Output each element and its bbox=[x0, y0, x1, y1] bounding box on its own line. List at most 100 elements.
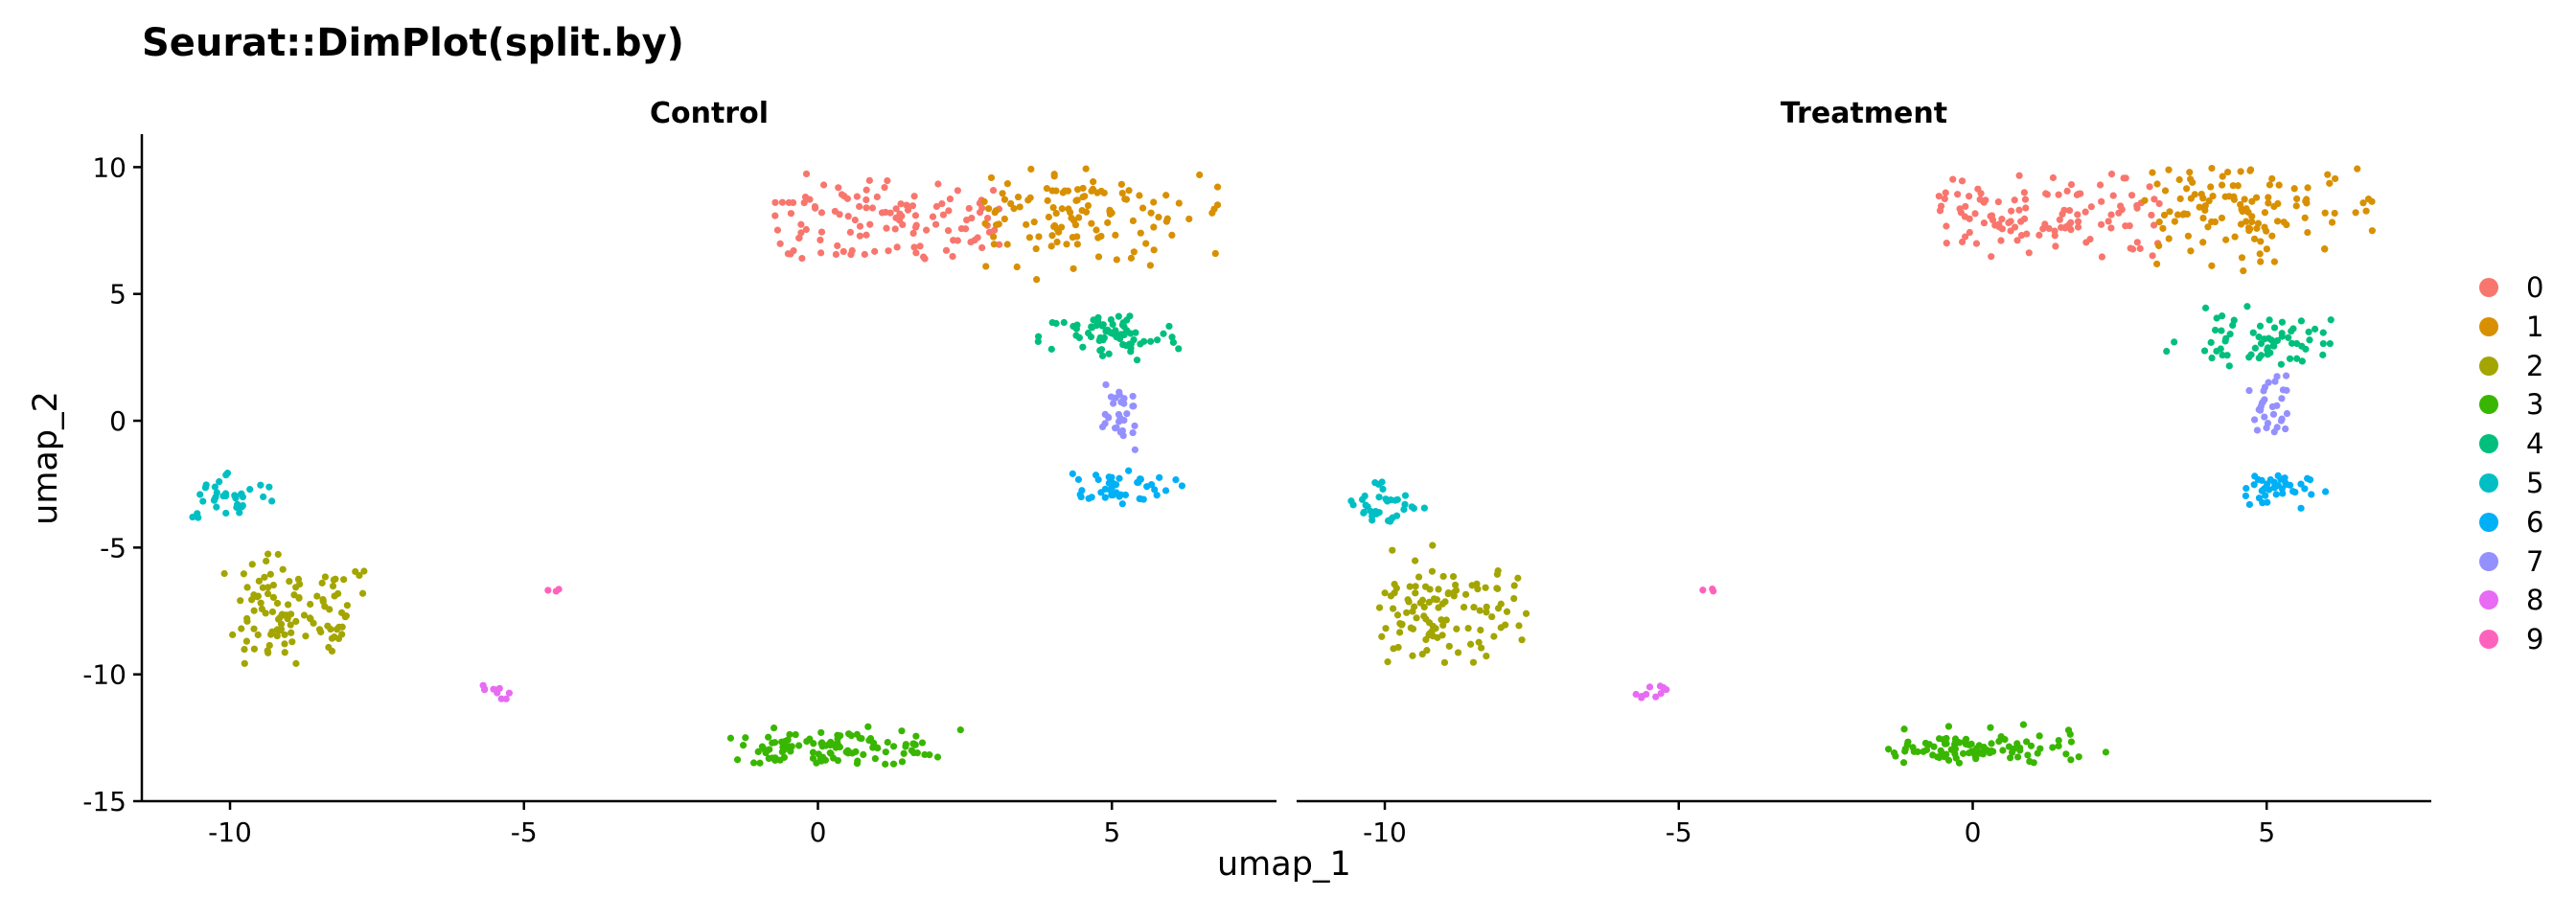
data-point bbox=[1442, 616, 1450, 624]
data-point bbox=[1425, 598, 1433, 606]
data-point bbox=[2133, 201, 2141, 210]
data-point bbox=[1101, 494, 1109, 501]
data-point bbox=[2261, 413, 2268, 421]
data-point bbox=[243, 614, 251, 623]
data-point bbox=[269, 581, 277, 589]
data-point bbox=[2301, 214, 2309, 221]
x-tick-label: -5 bbox=[1666, 816, 1692, 848]
legend-label: 6 bbox=[2526, 505, 2544, 539]
data-point bbox=[2219, 312, 2226, 320]
data-point bbox=[1126, 340, 1134, 348]
data-point bbox=[2266, 316, 2273, 324]
data-point bbox=[918, 739, 927, 747]
data-point bbox=[2250, 481, 2258, 489]
data-point bbox=[2180, 210, 2188, 218]
data-point bbox=[1632, 690, 1640, 699]
data-point bbox=[2245, 226, 2253, 235]
data-point bbox=[1129, 428, 1137, 437]
cluster-9-points bbox=[544, 586, 563, 595]
data-point bbox=[802, 170, 811, 178]
data-point bbox=[1150, 198, 1158, 206]
data-point bbox=[771, 212, 779, 219]
data-point bbox=[1503, 608, 1511, 615]
data-point bbox=[2199, 214, 2207, 222]
data-point bbox=[991, 209, 999, 217]
data-point bbox=[873, 193, 881, 201]
data-point bbox=[1210, 205, 1218, 213]
data-point bbox=[1439, 572, 1447, 581]
data-point bbox=[2159, 224, 2167, 232]
data-point bbox=[884, 738, 891, 747]
data-point bbox=[1000, 215, 1008, 223]
data-point bbox=[1936, 207, 1944, 215]
data-point bbox=[803, 737, 811, 746]
x-tick-label: -10 bbox=[1363, 816, 1407, 848]
data-point bbox=[939, 211, 948, 218]
data-point bbox=[1137, 340, 1144, 348]
data-point bbox=[281, 631, 288, 638]
data-point bbox=[1645, 683, 1654, 691]
data-point bbox=[2043, 191, 2051, 198]
data-point bbox=[2292, 339, 2301, 348]
data-point bbox=[779, 744, 787, 751]
data-point bbox=[1406, 583, 1414, 590]
data-point bbox=[2176, 195, 2184, 203]
data-point bbox=[1429, 541, 1437, 549]
data-point bbox=[1904, 738, 1912, 746]
data-point bbox=[1160, 330, 1167, 337]
data-point bbox=[1035, 233, 1043, 241]
y-tick-label: -10 bbox=[82, 659, 126, 691]
data-point bbox=[2277, 360, 2286, 368]
data-point bbox=[2122, 174, 2129, 182]
data-point bbox=[1050, 172, 1058, 180]
data-point bbox=[2055, 742, 2062, 750]
legend: 0 1 2 3 4 5 6 7 8 9 bbox=[2471, 268, 2557, 659]
data-point bbox=[1211, 249, 1219, 258]
data-point bbox=[307, 600, 314, 609]
data-point bbox=[2074, 218, 2082, 225]
data-point bbox=[2297, 480, 2305, 488]
data-point bbox=[1125, 467, 1133, 474]
data-point bbox=[288, 629, 295, 636]
data-point bbox=[2326, 179, 2334, 187]
data-point bbox=[938, 199, 946, 208]
data-point bbox=[949, 253, 956, 261]
data-point bbox=[211, 483, 218, 491]
data-point bbox=[856, 202, 863, 211]
data-point bbox=[2229, 182, 2237, 190]
data-point bbox=[832, 250, 840, 259]
data-point bbox=[2332, 174, 2339, 183]
data-point bbox=[1070, 264, 1077, 272]
data-point bbox=[1175, 345, 1183, 353]
data-point bbox=[1150, 246, 1158, 254]
data-point bbox=[785, 198, 793, 207]
data-point bbox=[340, 576, 348, 584]
data-point bbox=[826, 749, 834, 757]
data-point bbox=[845, 730, 853, 738]
data-point bbox=[1510, 594, 1518, 603]
cluster-7-points bbox=[1098, 380, 1138, 453]
data-point bbox=[1044, 196, 1051, 204]
data-point bbox=[1474, 586, 1482, 593]
data-point bbox=[2026, 757, 2034, 766]
data-point bbox=[269, 593, 278, 601]
data-point bbox=[1409, 608, 1416, 615]
data-point bbox=[1048, 187, 1056, 195]
y-tick-label: -5 bbox=[100, 532, 126, 564]
data-point bbox=[878, 209, 886, 217]
data-point bbox=[1115, 312, 1122, 320]
data-point bbox=[2036, 732, 2043, 740]
data-point bbox=[981, 219, 989, 227]
data-point bbox=[885, 247, 892, 255]
data-point bbox=[544, 586, 552, 594]
data-point bbox=[1965, 193, 1973, 200]
data-point bbox=[2268, 232, 2276, 240]
data-point bbox=[1107, 393, 1116, 401]
data-point bbox=[2288, 327, 2295, 335]
data-point bbox=[1125, 187, 1133, 195]
data-point bbox=[2006, 754, 2014, 762]
data-point bbox=[778, 198, 787, 206]
data-point bbox=[800, 199, 808, 207]
data-point bbox=[1071, 221, 1080, 229]
